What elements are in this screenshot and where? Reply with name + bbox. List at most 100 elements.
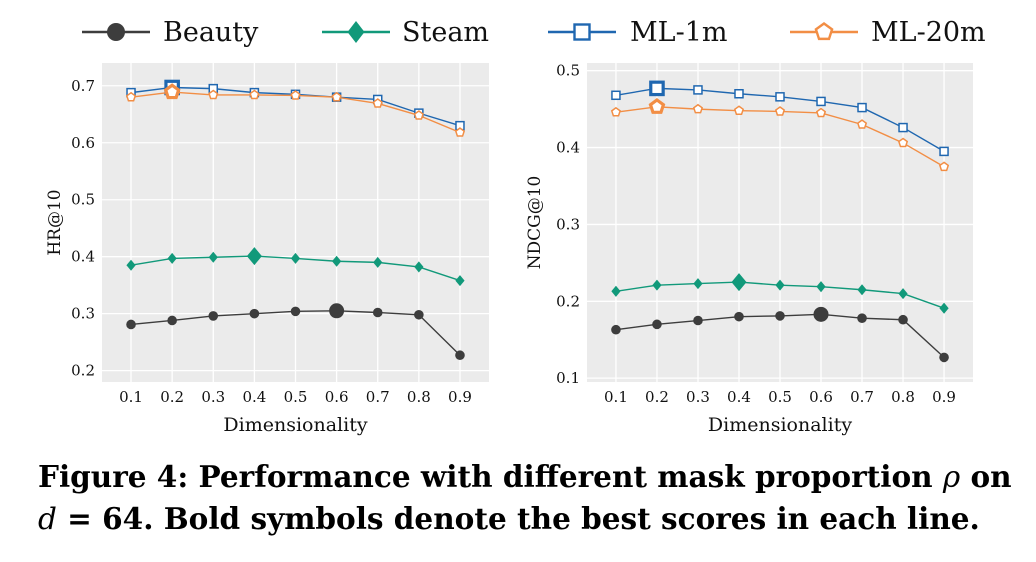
caption-text-3: = 64. Bold symbols denote the best score… <box>56 501 980 536</box>
data-point-steam <box>208 251 218 263</box>
x-tick-label: 0.5 <box>284 388 308 406</box>
data-point-ml-20m <box>372 98 383 108</box>
data-point-ml-1m <box>693 85 703 95</box>
data-point-steam <box>167 252 177 264</box>
y-tick-label: 0.2 <box>556 292 580 310</box>
data-point-beauty <box>939 352 949 363</box>
data-point-ml-1m <box>734 88 744 99</box>
data-point-beauty <box>693 315 703 326</box>
data-point-beauty <box>734 311 744 322</box>
data-point-ml-1m <box>775 92 785 102</box>
data-point-ml-20m <box>208 89 219 100</box>
data-point-ml-1m <box>857 102 867 113</box>
data-point-steam <box>332 255 342 267</box>
data-point-ml-20m <box>249 89 260 100</box>
panel-ndcg-10-series-ml-1m <box>611 80 949 157</box>
best-point-ml-20m <box>648 98 666 114</box>
data-point-ml-20m <box>290 90 301 100</box>
data-point-ml-20m <box>331 91 342 102</box>
caption-rho: ρ <box>942 460 961 494</box>
x-tick-label: 0.3 <box>201 388 225 406</box>
x-tick-label: 0.6 <box>809 388 833 406</box>
chart-legend: Beauty Steam ML-1m ML-20m <box>82 17 986 48</box>
data-point-steam <box>898 288 908 300</box>
panel-hr-10-series-beauty <box>126 303 465 361</box>
panel-hr-10-series-ml-20m <box>125 83 466 137</box>
panel-ndcg-10: 0.1 0.2 0.3 0.4 0.5 0.6 0.7 0.8 0.9 0.1 0.2 0.3 0.4 0… <box>525 62 973 436</box>
data-point-ml-20m <box>610 106 622 117</box>
data-point-ml-1m <box>816 96 826 107</box>
data-point-steam <box>455 275 465 287</box>
data-point-beauty <box>372 307 383 318</box>
data-point-ml-20m <box>125 91 137 102</box>
data-point-steam <box>939 302 949 314</box>
x-tick-label: 0.5 <box>768 388 792 406</box>
figure-caption: Figure 4: Performance with different mas… <box>38 456 1018 540</box>
legend-item-steam: Steam <box>322 17 489 48</box>
best-point-steam <box>246 247 262 266</box>
legend-marker-ml-1m <box>573 23 591 41</box>
panel-hr-10-x-axis-label: Dimensionality <box>223 414 367 436</box>
legend-label-beauty: Beauty <box>163 17 259 48</box>
data-point-beauty <box>414 309 424 320</box>
panel-ndcg-10-series-steam <box>611 273 949 314</box>
chart-panels: 0.1 0.2 0.3 0.4 0.5 0.6 0.7 0.8 0.9 0.2 0.3 0.4 0.5 0… <box>45 62 973 436</box>
data-point-ml-1m <box>939 146 949 157</box>
data-point-ml-20m <box>692 103 704 114</box>
panel-ndcg-10-x-axis-label: Dimensionality <box>708 414 852 436</box>
caption-text-1: Figure 4: Performance with different mas… <box>38 459 943 494</box>
best-point-steam <box>731 273 747 292</box>
x-tick-label: 0.6 <box>325 388 349 406</box>
x-tick-label: 0.4 <box>242 388 266 406</box>
x-tick-label: 0.9 <box>932 388 956 406</box>
data-point-ml-20m <box>815 107 827 118</box>
data-point-beauty <box>775 311 785 321</box>
y-tick-label: 0.6 <box>71 134 95 152</box>
legend-label-steam: Steam <box>402 17 489 48</box>
data-point-beauty <box>898 314 908 325</box>
x-tick-label: 0.1 <box>119 388 143 406</box>
legend-marker-ml-20m <box>814 22 834 41</box>
legend-item-ml-1m: ML-1m <box>548 17 727 48</box>
data-point-steam <box>611 285 621 297</box>
y-tick-label: 0.3 <box>556 215 580 233</box>
x-tick-label: 0.9 <box>448 388 472 406</box>
data-point-steam <box>126 259 136 271</box>
data-point-ml-20m <box>938 161 950 172</box>
y-tick-label: 0.2 <box>71 362 95 380</box>
legend-label-ml-1m: ML-1m <box>630 17 727 48</box>
panel-hr-10-series-steam <box>126 247 465 287</box>
data-point-steam <box>373 256 383 268</box>
data-point-ml-1m <box>611 90 621 101</box>
y-tick-label: 0.4 <box>71 248 95 266</box>
y-tick-label: 0.7 <box>71 77 95 95</box>
data-point-steam <box>816 281 826 293</box>
y-tick-label: 0.5 <box>556 62 580 80</box>
legend-marker-beauty <box>107 23 125 41</box>
y-tick-label: 0.4 <box>556 139 580 157</box>
data-point-beauty <box>249 308 260 319</box>
x-tick-label: 0.8 <box>891 388 915 406</box>
best-point-ml-20m <box>163 83 181 100</box>
x-tick-label: 0.2 <box>645 388 669 406</box>
data-point-beauty <box>126 319 136 330</box>
data-point-beauty <box>611 324 621 335</box>
caption-d: d <box>38 502 57 536</box>
data-point-beauty <box>290 306 301 317</box>
data-point-ml-1m <box>898 122 908 133</box>
panel-ndcg-10-series-beauty <box>611 306 949 363</box>
data-point-ml-20m <box>774 106 786 116</box>
caption-text-2: on <box>960 459 1012 494</box>
panel-hr-10-y-axis-label: HR@10 <box>45 189 65 255</box>
data-point-steam <box>652 279 662 291</box>
data-point-ml-20m <box>454 127 466 137</box>
data-point-steam <box>693 278 703 290</box>
x-tick-label: 0.7 <box>850 388 874 406</box>
data-point-steam <box>290 252 301 264</box>
data-point-beauty <box>652 319 662 330</box>
panel-ndcg-10-y-axis-label: NDCG@10 <box>525 176 545 270</box>
data-point-ml-20m <box>856 119 868 129</box>
data-point-ml-20m <box>897 137 909 148</box>
data-point-beauty <box>455 350 465 361</box>
data-point-ml-20m <box>733 105 745 115</box>
